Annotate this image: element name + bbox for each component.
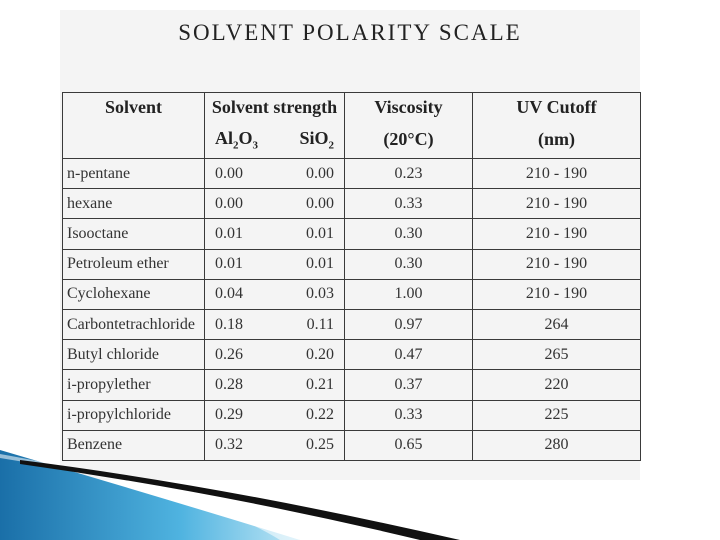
cell-al2o3: 0.26 xyxy=(215,345,243,363)
cell-solvent: i-propylether xyxy=(62,369,205,401)
header-subrow: Al2O3 SiO2 (20°C) (nm) xyxy=(62,121,641,159)
table-row: Isooctane 0.01 0.01 0.30 210 - 190 xyxy=(62,218,641,250)
cell-viscosity: 0.30 xyxy=(344,248,473,280)
solvent-polarity-table: Solvent Solvent strength Viscosity UV Cu… xyxy=(62,92,641,461)
cell-viscosity: 0.23 xyxy=(344,157,473,190)
cell-solvent: Butyl chloride xyxy=(62,339,205,371)
cell-viscosity: 0.30 xyxy=(344,218,473,250)
cell-solvent-strength: 0.01 0.01 xyxy=(204,218,345,250)
cell-uv-cutoff: 210 - 190 xyxy=(472,248,641,280)
table-row: Benzene 0.32 0.25 0.65 280 xyxy=(62,429,641,461)
cell-solvent: Benzene xyxy=(62,429,205,461)
cell-solvent: Petroleum ether xyxy=(62,248,205,280)
header-solvent-blank xyxy=(62,121,205,159)
cell-sio2: 0.01 xyxy=(306,224,334,242)
cell-al2o3: 0.28 xyxy=(215,375,243,393)
cell-uv-cutoff: 280 xyxy=(472,429,641,461)
header-sio2: SiO2 xyxy=(299,127,334,152)
cell-solvent: n-pentane xyxy=(62,157,205,190)
cell-al2o3: 0.04 xyxy=(215,285,243,303)
header-adsorbents: Al2O3 SiO2 xyxy=(204,121,345,159)
cell-al2o3: 0.18 xyxy=(215,315,243,333)
cell-solvent-strength: 0.04 0.03 xyxy=(204,278,345,310)
cell-viscosity: 0.97 xyxy=(344,308,473,341)
cell-viscosity: 0.33 xyxy=(344,399,473,431)
header-viscosity: Viscosity xyxy=(344,92,473,121)
table-row: n-pentane 0.00 0.00 0.23 210 - 190 xyxy=(62,157,641,190)
cell-uv-cutoff: 225 xyxy=(472,399,641,431)
table-row: hexane 0.00 0.00 0.33 210 - 190 xyxy=(62,188,641,220)
cell-sio2: 0.22 xyxy=(306,406,334,424)
cell-uv-cutoff: 220 xyxy=(472,369,641,401)
cell-al2o3: 0.01 xyxy=(215,255,243,273)
cell-sio2: 0.11 xyxy=(306,315,334,333)
cell-uv-cutoff: 264 xyxy=(472,308,641,341)
table-row: i-propylchloride 0.29 0.22 0.33 225 xyxy=(62,399,641,431)
cell-uv-cutoff: 210 - 190 xyxy=(472,188,641,220)
cell-uv-cutoff: 210 - 190 xyxy=(472,218,641,250)
cell-al2o3: 0.29 xyxy=(215,406,243,424)
header-uv-cutoff: UV Cutoff xyxy=(472,92,641,121)
header-solvent-strength: Solvent strength xyxy=(204,92,345,121)
cell-viscosity: 0.47 xyxy=(344,339,473,371)
cell-al2o3: 0.00 xyxy=(215,194,243,212)
cell-sio2: 0.00 xyxy=(306,164,334,182)
header-row: Solvent Solvent strength Viscosity UV Cu… xyxy=(62,92,641,121)
cell-solvent-strength: 0.00 0.00 xyxy=(204,157,345,190)
cell-sio2: 0.21 xyxy=(306,375,334,393)
cell-al2o3: 0.32 xyxy=(215,436,243,454)
cell-solvent: Cyclohexane xyxy=(62,278,205,310)
cell-sio2: 0.03 xyxy=(306,285,334,303)
cell-viscosity: 0.37 xyxy=(344,369,473,401)
table-row: i-propylether 0.28 0.21 0.37 220 xyxy=(62,369,641,401)
cell-solvent-strength: 0.01 0.01 xyxy=(204,248,345,280)
cell-solvent: i-propylchloride xyxy=(62,399,205,431)
table-row: Petroleum ether 0.01 0.01 0.30 210 - 190 xyxy=(62,248,641,280)
cell-solvent-strength: 0.28 0.21 xyxy=(204,369,345,401)
cell-solvent-strength: 0.26 0.20 xyxy=(204,339,345,371)
decorative-swoosh xyxy=(0,450,460,540)
cell-solvent-strength: 0.29 0.22 xyxy=(204,399,345,431)
header-solvent: Solvent xyxy=(62,92,205,121)
table-row: Butyl chloride 0.26 0.20 0.47 265 xyxy=(62,339,641,371)
cell-uv-cutoff: 210 - 190 xyxy=(472,278,641,310)
page-title: SOLVENT POLARITY SCALE xyxy=(178,20,522,45)
cell-uv-cutoff: 210 - 190 xyxy=(472,157,641,190)
cell-al2o3: 0.01 xyxy=(215,224,243,242)
cell-sio2: 0.00 xyxy=(306,194,334,212)
header-viscosity-unit: (20°C) xyxy=(344,121,473,159)
table-row: Cyclohexane 0.04 0.03 1.00 210 - 190 xyxy=(62,278,641,310)
cell-solvent: Carbontetrachloride xyxy=(62,308,205,341)
header-uv-unit: (nm) xyxy=(472,121,641,159)
cell-solvent-strength: 0.00 0.00 xyxy=(204,188,345,220)
cell-solvent-strength: 0.32 0.25 xyxy=(204,429,345,461)
cell-uv-cutoff: 265 xyxy=(472,339,641,371)
cell-solvent-strength: 0.18 0.11 xyxy=(204,308,345,341)
cell-solvent: Isooctane xyxy=(62,218,205,250)
header-al2o3: Al2O3 xyxy=(215,127,259,152)
cell-sio2: 0.20 xyxy=(306,345,334,363)
cell-viscosity: 1.00 xyxy=(344,278,473,310)
cell-sio2: 0.25 xyxy=(306,436,334,454)
cell-solvent: hexane xyxy=(62,188,205,220)
cell-al2o3: 0.00 xyxy=(215,164,243,182)
cell-viscosity: 0.33 xyxy=(344,188,473,220)
cell-viscosity: 0.65 xyxy=(344,429,473,461)
cell-sio2: 0.01 xyxy=(306,255,334,273)
table-row: Carbontetrachloride 0.18 0.11 0.97 264 xyxy=(62,308,641,341)
